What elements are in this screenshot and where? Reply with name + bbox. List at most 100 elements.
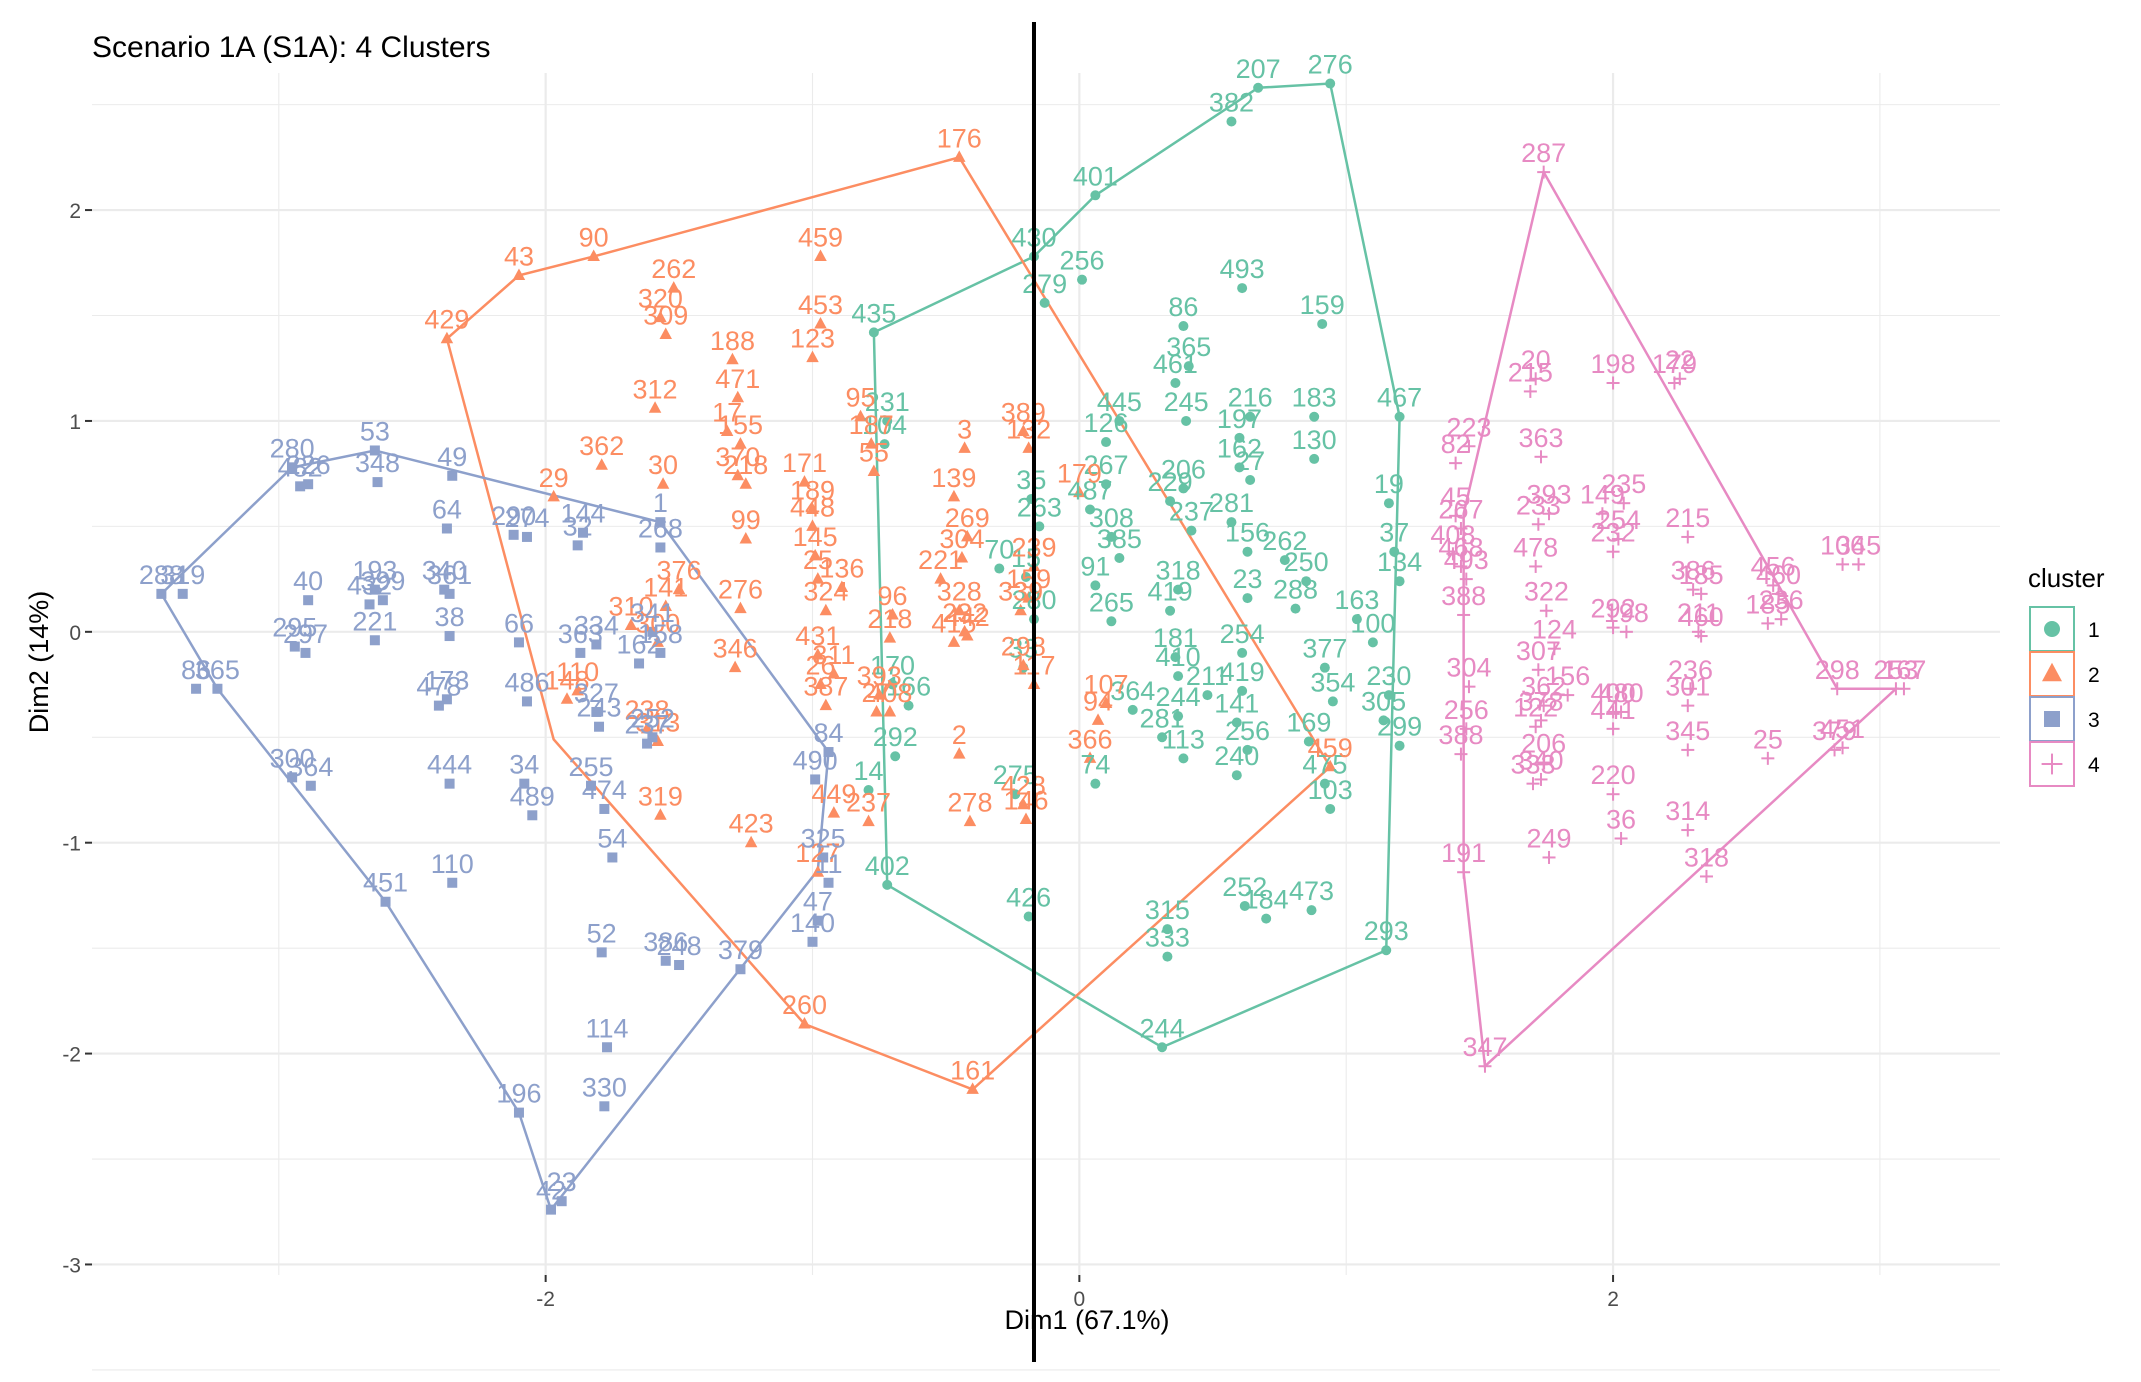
x-axis-ticks: -2 0 2 — [536, 1275, 1619, 1311]
cluster-3-point-label: 297 — [283, 619, 328, 649]
cluster-3-point-label: 252 — [630, 703, 675, 733]
cluster-3-point — [647, 626, 658, 637]
cluster-1-point — [1245, 474, 1256, 485]
y-axis-title: Dim2 (14%) — [24, 591, 54, 734]
cluster-3-point — [823, 877, 834, 888]
cluster-4-point — [1699, 869, 1713, 883]
cluster-1-point — [1178, 753, 1189, 764]
cluster-3-point — [810, 774, 821, 785]
cluster-2-point — [819, 698, 833, 711]
cluster-1-point-label: 256 — [1225, 716, 1270, 746]
cluster-1-point — [1394, 411, 1405, 422]
cluster-1-point — [1303, 736, 1314, 747]
cluster-3-point-label: 274 — [504, 503, 549, 533]
cluster-4-point — [1619, 625, 1633, 639]
cluster-1-point — [1319, 662, 1330, 673]
cluster-4-point-label: 347 — [1462, 1032, 1507, 1062]
cluster-2-point-label: 94 — [1083, 686, 1113, 716]
cluster-4-point — [1462, 439, 1476, 453]
cluster-1-point-label: 229 — [1148, 467, 1193, 497]
cluster-1-hull — [872, 82, 1401, 1049]
cluster-1-point-label: 279 — [1022, 269, 1067, 299]
cluster-2-point-label: 324 — [803, 577, 848, 607]
cluster-4-point-label: 45 — [1441, 482, 1471, 512]
cluster-2-point-label: 189 — [790, 476, 835, 506]
cluster-2-point — [806, 502, 819, 515]
cluster-4-point — [1694, 587, 1708, 601]
cluster-4-point-label: 379 — [1812, 716, 1857, 746]
cluster-2-point — [819, 603, 833, 616]
cluster-3-point — [521, 696, 532, 707]
cluster-2-point-label: 298 — [1001, 632, 1046, 662]
cluster-4-point — [1683, 682, 1697, 696]
y-tick-label: -1 — [62, 833, 81, 856]
cluster-2-point — [1323, 759, 1337, 772]
cluster-3-point — [812, 915, 823, 926]
cluster-1-point — [1077, 274, 1088, 285]
cluster-2-point — [651, 635, 664, 647]
cluster-3-point — [441, 523, 452, 534]
cluster-2-point — [595, 458, 608, 470]
cluster-1-point-label: 445 — [1097, 387, 1142, 417]
cluster-3-point — [369, 635, 380, 646]
cluster-3-point-label: 490 — [793, 745, 838, 775]
cluster-2-point-label: 320 — [638, 284, 683, 314]
cluster-2-point-label: 99 — [731, 505, 761, 535]
cluster-2-point — [872, 688, 886, 700]
cluster-1-point-label: 475 — [1302, 750, 1347, 780]
cluster-1-point — [903, 700, 914, 711]
cluster-2-point — [624, 618, 638, 630]
cluster-4-point — [1681, 699, 1695, 713]
cluster-1-point-label: 170 — [870, 651, 915, 681]
cluster-2-point-label: 43 — [504, 241, 534, 271]
cluster-4-point-label: 301 — [1665, 672, 1710, 702]
cluster-4-point-label: 307 — [1516, 636, 1561, 666]
cluster-3-point-label: 221 — [352, 606, 397, 636]
cluster-2-point — [1083, 751, 1097, 763]
cluster-2-point — [651, 734, 664, 746]
cluster-1-point-label: 231 — [865, 387, 910, 417]
cluster-4-point — [1667, 376, 1681, 390]
cluster-1-point — [1226, 517, 1237, 528]
cluster-2-point — [953, 150, 966, 162]
cluster-1-point-label: 333 — [1145, 923, 1190, 953]
cluster-3-point-label: 53 — [360, 416, 390, 446]
cluster-1-point — [1173, 671, 1184, 682]
cluster-3-point-label: 489 — [510, 781, 555, 811]
cluster-2-point — [731, 390, 745, 403]
cluster-4-point-label: 363 — [1518, 423, 1563, 453]
cluster-2-point — [966, 1082, 979, 1094]
cluster-3-point-label: 237 — [625, 710, 670, 740]
cluster-1-point — [1101, 437, 1112, 448]
cluster-1-point — [1039, 297, 1050, 308]
cluster-1-point-label: 240 — [1214, 741, 1259, 771]
cluster-4-point-label: 232 — [1591, 518, 1636, 548]
cluster-4-point-label: 220 — [1591, 760, 1636, 790]
cluster-3-point — [521, 531, 532, 542]
cluster-2-point-label: 339 — [998, 577, 1043, 607]
cluster-1-point — [1242, 744, 1253, 755]
x-tick-label: -2 — [536, 1288, 555, 1311]
cluster-3-point-label: 52 — [587, 918, 617, 948]
cluster-2-point — [667, 281, 680, 293]
cluster-1-point — [1157, 1042, 1168, 1053]
cluster-1-point-label: 256 — [1059, 246, 1104, 276]
cluster-2-point-label: 127 — [795, 838, 840, 868]
cluster-3-point-label: 42 — [536, 1176, 566, 1206]
cluster-3-point — [655, 542, 666, 553]
cluster-3-point-label: 300 — [270, 743, 315, 773]
cluster-2-point-label: 161 — [950, 1055, 995, 1085]
cluster-2-point — [659, 599, 672, 612]
cluster-1-point-label: 169 — [1286, 707, 1331, 737]
cluster-1-point-label: 385 — [1097, 524, 1142, 554]
cluster-3-point — [177, 588, 188, 599]
cluster-2-point — [547, 489, 560, 502]
cluster-2-point — [958, 441, 971, 453]
cluster-3-point-label: 365 — [195, 655, 240, 685]
cluster-1-point — [1090, 580, 1101, 591]
cluster-1-point — [1170, 652, 1181, 663]
cluster-1-point-label: 37 — [1379, 518, 1409, 548]
cluster-3-point-label: 280 — [270, 433, 315, 463]
cluster-3-point-label: 38 — [435, 602, 465, 632]
cluster-1-point — [1090, 778, 1101, 789]
